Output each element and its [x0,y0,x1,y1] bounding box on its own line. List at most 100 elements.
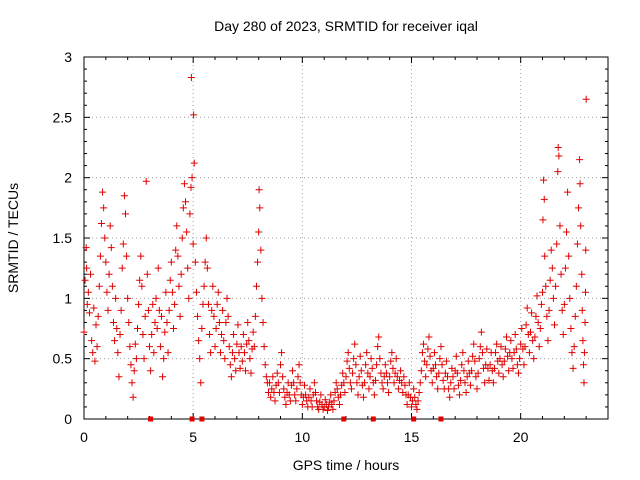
x-axis-label: GPS time / hours [293,457,400,473]
data-point [85,309,93,317]
data-point [371,376,379,384]
data-point [171,300,179,308]
data-point [280,385,288,393]
data-point [558,306,566,314]
data-point [231,355,239,363]
data-point [124,294,132,302]
data-point [116,331,124,339]
data-point [539,288,546,296]
data-point [416,379,424,387]
data-point [107,244,115,252]
data-point [540,176,548,184]
data-point [117,306,125,314]
data-point [240,349,248,357]
data-point [311,388,319,396]
data-point [94,312,102,320]
data-point [525,349,533,357]
data-point [298,401,306,409]
data-point [424,345,432,353]
data-point [247,369,255,377]
data-point [408,403,415,411]
data-point [234,321,242,329]
data-point [500,357,508,365]
data-point [563,228,571,236]
y-tick-label: 1 [64,290,72,306]
data-point [534,318,542,326]
data-point [150,349,158,357]
data-point [141,312,149,320]
data-point [544,337,552,345]
data-point [382,369,390,377]
data-point [177,270,185,278]
data-point [352,361,360,369]
data-point [363,349,371,357]
data-point [542,282,550,290]
data-point [329,405,337,413]
data-point [189,240,197,248]
data-point [520,361,528,369]
data-point [518,325,526,332]
data-point [547,246,555,254]
data-point [466,381,474,389]
data-point [233,340,241,348]
data-point [104,306,112,314]
data-point [161,328,169,336]
data-point [108,282,116,290]
data-point [359,393,367,401]
data-point [361,379,369,387]
data-point [540,195,548,203]
data-point [401,381,409,389]
data-point [296,379,304,387]
data-point [93,343,101,351]
data-point [450,385,458,393]
data-point [239,331,247,339]
data-point [222,318,230,326]
data-point [577,222,585,230]
data-point [95,282,103,290]
data-point [458,361,466,369]
data-point [462,388,470,396]
data-point [209,282,217,290]
data-point [357,367,365,375]
data-point [225,343,233,351]
data-point [367,355,375,363]
data-point [422,373,430,381]
data-point [403,401,411,409]
data-point [391,369,399,377]
data-point [232,367,240,375]
data-point [126,343,134,351]
data-point [174,252,182,260]
data-point [566,294,574,302]
data-point [516,355,524,363]
y-tick-label: 2 [64,170,72,186]
data-point [292,397,300,405]
data-point [165,306,173,314]
data-point [499,373,507,381]
data-point [163,318,171,326]
data-point [415,388,423,396]
data-point [434,385,442,393]
data-point [282,401,290,409]
data-point [236,364,244,372]
data-point [97,220,105,228]
data-point [478,349,486,357]
data-point [511,331,519,339]
data-point [310,379,318,387]
data-point [321,396,329,404]
zero-value-marker [411,416,417,422]
data-point [496,355,504,363]
data-point [206,331,214,339]
data-point [456,391,464,399]
data-point [400,373,408,381]
data-point [394,385,402,393]
data-point [112,294,120,302]
data-point [106,222,114,230]
y-tick-label: 0 [64,411,72,427]
data-point [120,192,128,200]
data-point [190,111,198,119]
data-point [327,391,335,399]
data-point [546,276,554,284]
data-point [469,352,477,360]
data-point [386,373,394,381]
